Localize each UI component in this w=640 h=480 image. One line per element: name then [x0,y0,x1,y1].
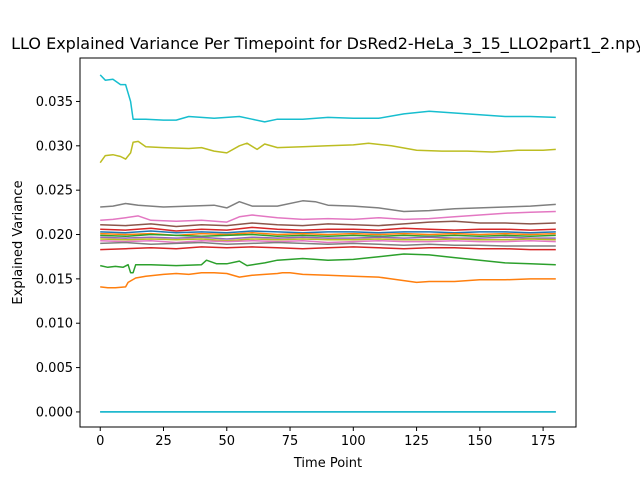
series-line [100,238,556,242]
y-axis-title: Explained Variance [11,180,26,304]
x-tick-label: 25 [155,434,172,449]
series-line [100,253,556,274]
x-tick-label: 175 [531,434,556,449]
series-line [99,140,556,164]
series-line [100,200,556,213]
y-tick-label: 0.035 [36,95,73,110]
chart-title: LLO Explained Variance Per Timepoint for… [11,34,640,54]
series-line [99,74,556,123]
series-line [100,226,556,232]
x-tick-label: 50 [219,434,236,449]
series-line [100,239,556,244]
series-line [100,236,556,240]
x-axis-title: Time Point [293,456,362,471]
y-tick-label: 0.020 [36,228,73,243]
series-layer [99,74,556,413]
x-tick-label: 100 [341,434,366,449]
y-tick-label: 0.030 [36,139,73,154]
y-tick-label: 0.005 [36,361,73,376]
x-axis: 0 25 50 75 100 125 150 175 [96,427,556,449]
y-axis: 0.000 0.005 0.010 0.015 0.020 0.025 0.030 0.035 [36,95,80,420]
x-tick-label: 75 [282,434,299,449]
plot-area-frame [79,57,577,428]
x-tick-label: 125 [404,434,429,449]
series-line [100,230,556,234]
y-tick-label: 0.025 [36,184,73,199]
series-line [100,241,556,247]
series-line [100,233,556,238]
series-line [100,271,556,289]
y-tick-label: 0.015 [36,272,73,287]
x-tick-label: 150 [467,434,492,449]
x-tick-label: 0 [96,434,104,449]
series-line [100,220,556,228]
y-tick-label: 0.000 [36,405,73,420]
y-tick-label: 0.010 [36,317,73,332]
series-line [100,246,556,251]
series-line [100,210,556,223]
